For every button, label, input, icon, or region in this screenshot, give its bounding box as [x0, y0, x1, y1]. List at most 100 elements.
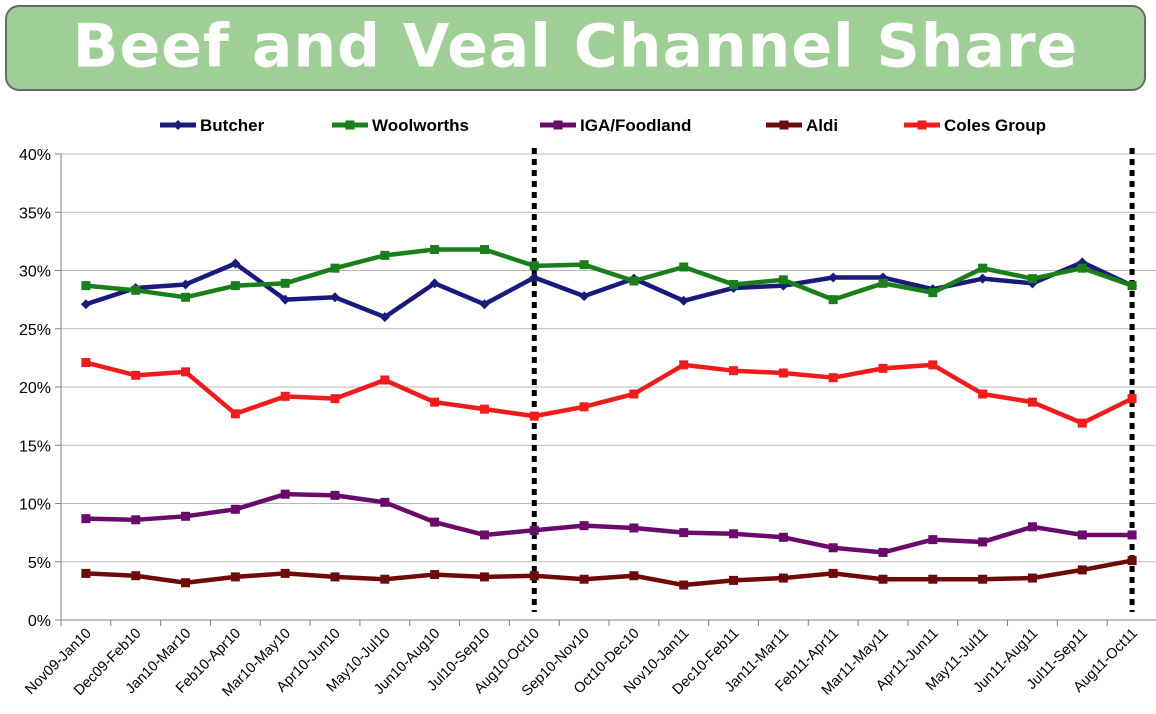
data-point — [828, 543, 838, 553]
data-point — [1077, 263, 1087, 273]
x-axis: Nov09-Jan10Dec09-Feb10Jan10-Mar10Feb10-A… — [22, 619, 1156, 700]
data-point — [778, 275, 788, 285]
data-point — [80, 299, 91, 310]
data-point — [173, 120, 183, 130]
data-point — [479, 245, 489, 255]
series-coles-group — [81, 358, 1137, 428]
title-banner: Beef and Veal Channel Share — [5, 5, 1146, 91]
data-point — [878, 278, 888, 288]
data-point — [878, 574, 888, 584]
data-point — [1027, 397, 1037, 407]
data-point — [230, 409, 240, 419]
data-point — [529, 261, 539, 271]
data-point — [729, 279, 739, 289]
data-point — [330, 572, 340, 582]
data-point — [629, 389, 639, 399]
series-line — [85, 558, 1133, 588]
data-point — [978, 263, 988, 273]
legend-item: IGA/Foodland — [540, 116, 691, 135]
data-point — [181, 292, 191, 302]
data-point — [81, 568, 91, 578]
series-line — [85, 360, 1134, 426]
data-point — [280, 489, 290, 499]
data-point — [928, 535, 938, 545]
y-tick-label: 0% — [28, 613, 51, 630]
data-point — [280, 278, 290, 288]
data-point — [380, 574, 390, 584]
data-point — [131, 571, 141, 581]
y-axis: 0% 5% 10% 15% 20% 25% 30% 35% 40% — [19, 147, 62, 630]
data-point — [828, 272, 839, 283]
data-point — [917, 120, 927, 130]
data-point — [1027, 274, 1037, 284]
data-point — [230, 258, 241, 269]
data-point — [345, 120, 355, 130]
legend-item: Coles Group — [904, 116, 1046, 135]
data-point — [928, 574, 938, 584]
data-point — [828, 295, 838, 305]
data-point — [81, 281, 91, 291]
data-point — [429, 278, 440, 289]
legend-item: Butcher — [160, 116, 265, 135]
legend-label: Butcher — [200, 116, 265, 135]
series-woolworths — [81, 245, 1137, 305]
data-point — [330, 490, 340, 500]
data-point — [579, 402, 589, 412]
data-point — [977, 273, 988, 284]
data-point — [131, 370, 141, 380]
data-point — [679, 262, 689, 272]
y-tick-label: 10% — [19, 497, 51, 514]
series-line — [85, 260, 1134, 320]
gridlines — [61, 153, 1156, 563]
data-point — [81, 514, 91, 524]
y-tick-label: 20% — [19, 380, 51, 397]
data-point — [978, 574, 988, 584]
series-line — [85, 247, 1133, 302]
data-point — [280, 568, 290, 578]
legend-label: IGA/Foodland — [580, 116, 691, 135]
data-point — [330, 292, 340, 303]
y-tick-label: 35% — [19, 205, 51, 222]
data-point — [330, 263, 340, 273]
data-point — [928, 360, 938, 370]
data-point — [629, 276, 639, 286]
data-point — [181, 367, 191, 377]
data-point — [1127, 530, 1137, 540]
data-point — [280, 294, 291, 305]
data-point — [430, 517, 440, 527]
data-point — [479, 404, 489, 414]
data-point — [878, 547, 888, 557]
chart-title: Beef and Veal Channel Share — [72, 11, 1079, 82]
legend-label: Woolworths — [372, 116, 469, 135]
data-point — [1077, 418, 1087, 428]
data-point — [380, 375, 390, 385]
data-point — [479, 572, 489, 582]
data-point — [679, 580, 689, 590]
data-point — [430, 245, 440, 255]
data-point — [1077, 565, 1087, 575]
data-point — [479, 530, 489, 540]
data-point — [978, 389, 988, 399]
data-point — [729, 575, 739, 585]
data-point — [579, 291, 590, 302]
y-tick-label: 5% — [28, 555, 51, 572]
legend-label: Aldi — [806, 116, 838, 135]
data-point — [828, 568, 838, 578]
legend-label: Coles Group — [944, 116, 1046, 135]
data-point — [579, 521, 589, 531]
data-point — [1027, 573, 1037, 583]
data-point — [678, 295, 689, 306]
data-point — [878, 363, 888, 373]
data-point — [729, 366, 739, 376]
data-point — [579, 574, 589, 584]
data-point — [1127, 394, 1137, 404]
data-point — [779, 120, 789, 130]
data-point — [679, 360, 689, 370]
data-point — [81, 358, 91, 368]
data-point — [553, 120, 563, 130]
legend: Butcher Woolworths IGA/Foodland Aldi Coles G… — [160, 116, 1046, 135]
data-point — [529, 411, 539, 421]
data-point — [380, 497, 390, 507]
data-point — [1027, 522, 1037, 532]
data-point — [679, 528, 689, 538]
